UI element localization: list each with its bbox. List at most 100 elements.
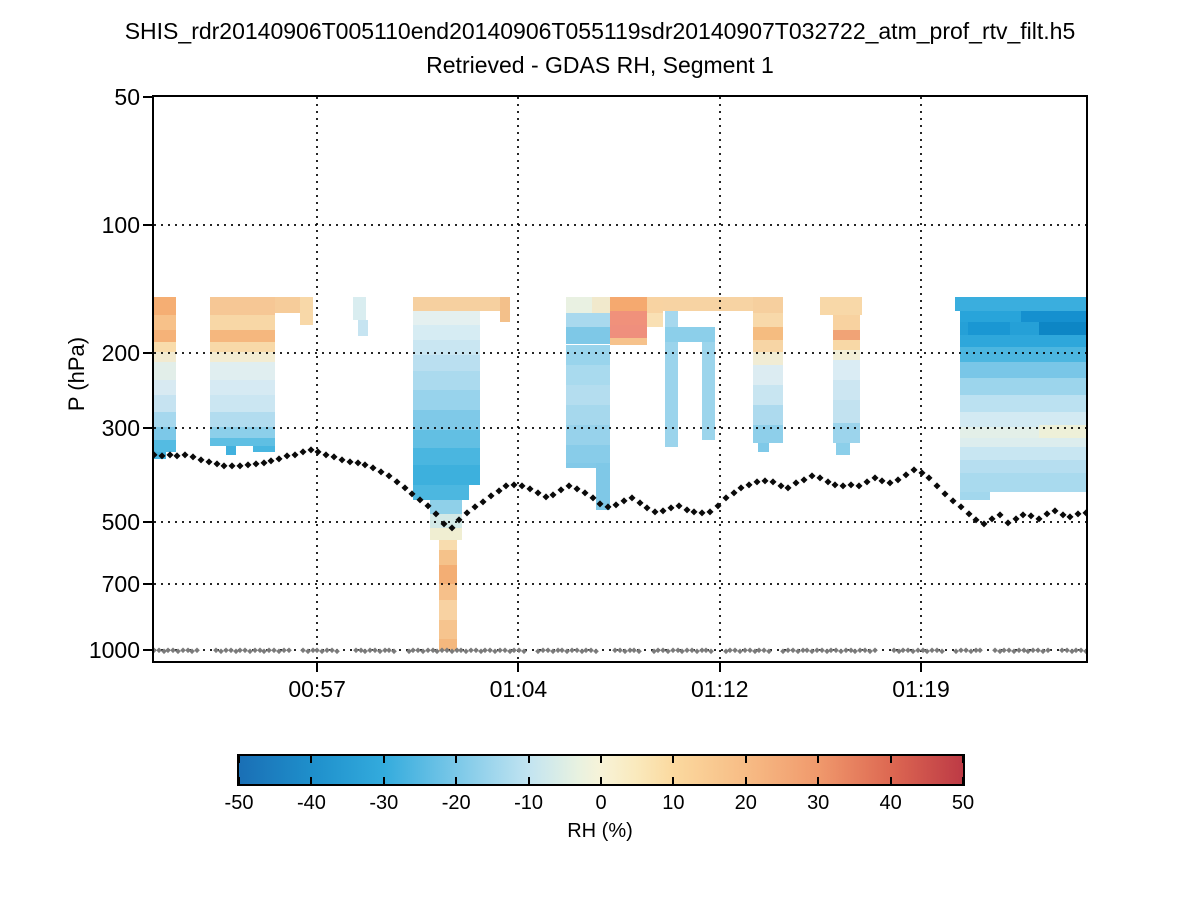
heatmap-cell (609, 325, 647, 338)
trace-marker (667, 504, 675, 512)
gridline-y (154, 583, 1086, 586)
gridline-x (920, 97, 923, 661)
heatmap-cell (154, 341, 177, 353)
heatmap-cell (647, 312, 663, 328)
trace-marker (894, 475, 902, 484)
trace-marker (808, 472, 816, 481)
heatmap-cell (960, 362, 1086, 378)
trace-marker (283, 452, 291, 461)
colorbar-tick-label: 40 (879, 792, 902, 814)
heatmap-cell (664, 310, 678, 328)
y-tick-label: 700 (101, 571, 140, 598)
heatmap-cell (154, 411, 177, 428)
trace-marker (753, 478, 761, 487)
x-tick-label: 01:19 (892, 676, 950, 702)
gridline-y (154, 224, 1086, 226)
trace-marker (870, 474, 879, 482)
trace-marker (338, 456, 346, 464)
trace-marker (910, 465, 918, 474)
trace-marker (353, 458, 362, 467)
x-tick-mark (718, 663, 721, 672)
trace-marker (651, 508, 659, 517)
x-tick-label: 01:12 (690, 676, 749, 702)
heatmap-cell (1039, 321, 1086, 335)
trace-marker (690, 508, 699, 517)
heatmap-cell (960, 347, 1086, 362)
x-tick-label: 01:04 (489, 676, 548, 702)
heatmap-cell (565, 364, 610, 386)
trace-marker (518, 481, 526, 490)
trace-marker (933, 481, 941, 490)
heatmap-cell (833, 315, 860, 331)
heatmap-cell (753, 327, 784, 340)
trace-marker (949, 497, 957, 505)
heatmap-cell (413, 325, 481, 340)
trace-marker (322, 451, 330, 459)
y-tick-mark (143, 224, 152, 226)
surface-marker (939, 648, 945, 654)
trace-marker (181, 451, 189, 459)
colorbar-tick-mark (382, 777, 385, 784)
heatmap-cell (413, 429, 481, 449)
x-tick-mark (920, 663, 923, 672)
y-tick-mark (143, 649, 152, 652)
heatmap-cell (960, 411, 1086, 428)
y-tick-label: 1000 (88, 637, 140, 664)
y-tick-label: 300 (101, 414, 140, 441)
heatmap-cell (154, 394, 177, 412)
heatmap-cell (833, 339, 860, 351)
trace-marker (1082, 509, 1086, 517)
heatmap-cell (154, 379, 177, 395)
heatmap-cell (753, 297, 784, 313)
heatmap-cell (960, 491, 990, 500)
heatmap-cell (413, 484, 469, 500)
trace-marker (706, 508, 714, 517)
heatmap-cell (209, 379, 276, 395)
trace-marker (682, 505, 691, 514)
heatmap-cell (1020, 310, 1086, 322)
heatmap-cell (429, 499, 462, 515)
trace-marker (212, 460, 221, 468)
y-tick-mark (143, 426, 152, 429)
heatmap-cell (413, 448, 481, 465)
colorbar-tick-mark (310, 756, 313, 763)
heatmap-cell (154, 297, 177, 316)
heatmap-cell (413, 339, 481, 355)
trace-marker (659, 507, 667, 515)
trace-marker (737, 484, 746, 492)
trace-marker (275, 455, 283, 463)
heatmap-cell (960, 472, 1086, 492)
colorbar-tick-mark (527, 756, 530, 763)
gridline-y (154, 352, 1086, 354)
trace-marker (299, 447, 307, 456)
trace-marker (941, 490, 949, 498)
heatmap-cell (499, 297, 511, 322)
trace-marker (573, 485, 581, 493)
trace-marker (1051, 507, 1059, 515)
heatmap-cell (702, 341, 716, 440)
heatmap-cell (439, 540, 457, 551)
heatmap-cell (960, 427, 1086, 439)
heatmap-cell (209, 411, 276, 428)
x-tick-label: 00:57 (288, 676, 346, 702)
trace-marker (776, 481, 785, 490)
colorbar-tick-label: -40 (296, 792, 326, 814)
colorbar-tick-mark (238, 777, 240, 784)
colorbar-tick-label: -30 (369, 792, 399, 814)
trace-marker (604, 503, 612, 511)
heatmap-cell (209, 394, 276, 412)
heatmap-cell (647, 297, 663, 313)
trace-marker (729, 488, 738, 497)
heatmap-cell (753, 364, 784, 386)
heatmap-cell (352, 297, 366, 320)
colorbar-tick-label: 10 (662, 792, 685, 814)
y-tick-label: 100 (101, 212, 140, 238)
trace-marker (197, 456, 205, 464)
trace-marker (393, 478, 401, 486)
colorbar-tick-mark (455, 756, 458, 763)
colorbar-tick-label: -50 (224, 792, 254, 814)
trace-marker (831, 481, 840, 489)
y-tick-mark (143, 96, 152, 98)
trace-marker (964, 510, 973, 518)
